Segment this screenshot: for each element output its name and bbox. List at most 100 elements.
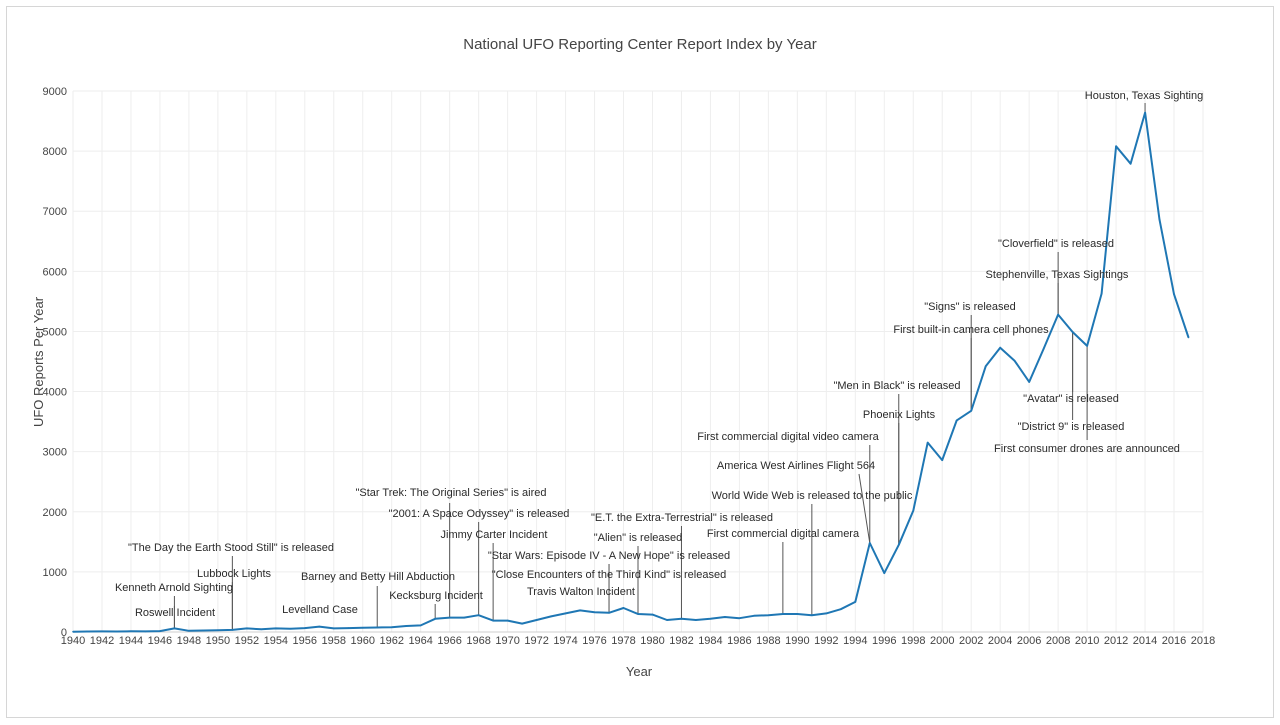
y-tick-label: 2000 bbox=[43, 507, 67, 519]
x-tick-label: 2002 bbox=[959, 635, 983, 647]
data-point bbox=[275, 627, 277, 630]
x-tick-label: 1970 bbox=[495, 635, 519, 647]
data-point bbox=[796, 613, 799, 615]
data-point bbox=[1071, 331, 1074, 333]
data-point bbox=[926, 441, 929, 444]
data-point bbox=[1144, 111, 1146, 114]
x-tick-label: 2008 bbox=[1046, 635, 1070, 647]
data-point bbox=[564, 612, 567, 615]
x-tick-label: 1962 bbox=[379, 635, 403, 647]
annotation-label: First commercial digital camera bbox=[707, 528, 860, 540]
chart-frame bbox=[6, 6, 1274, 718]
x-tick-label: 1964 bbox=[408, 635, 432, 647]
x-tick-label: 2012 bbox=[1104, 635, 1128, 647]
y-tick-label: 3000 bbox=[43, 447, 67, 459]
annotation-label: World Wide Web is released to the public bbox=[712, 490, 913, 502]
data-point bbox=[260, 628, 263, 631]
data-point bbox=[999, 346, 1001, 349]
annotation-label: "Men in Black" is released bbox=[833, 380, 960, 392]
x-tick-label: 2018 bbox=[1191, 635, 1215, 647]
data-point bbox=[506, 619, 509, 622]
data-point bbox=[303, 627, 306, 629]
x-tick-label: 1978 bbox=[611, 635, 635, 647]
annotation-label: America West Airlines Flight 564 bbox=[717, 460, 875, 472]
data-point bbox=[840, 608, 842, 610]
y-tick-label: 0 bbox=[61, 627, 67, 639]
annotation-label: "The Day the Earth Stood Still" is relea… bbox=[128, 542, 334, 554]
data-point bbox=[318, 625, 321, 628]
annotation-label: Stephenville, Texas Sightings bbox=[986, 269, 1129, 281]
data-point bbox=[289, 627, 292, 630]
data-point bbox=[1057, 313, 1059, 316]
annotation-label: "Alien" is released bbox=[594, 532, 683, 544]
y-tick-label: 6000 bbox=[43, 266, 67, 278]
annotation-label: "District 9" is released bbox=[1018, 421, 1125, 433]
annotation-label: Houston, Texas Sighting bbox=[1085, 90, 1203, 102]
data-point bbox=[868, 542, 871, 544]
data-point bbox=[246, 627, 248, 630]
data-point bbox=[622, 607, 625, 609]
x-tick-label: 1960 bbox=[351, 635, 375, 647]
annotation-label: Levelland Case bbox=[282, 604, 358, 616]
data-point bbox=[1129, 162, 1132, 165]
data-point bbox=[434, 617, 436, 620]
data-point bbox=[753, 614, 755, 617]
data-point bbox=[825, 612, 828, 615]
x-tick-label: 1974 bbox=[553, 635, 577, 647]
annotation-label: First built-in camera cell phones bbox=[893, 324, 1049, 336]
data-point bbox=[1013, 360, 1016, 362]
data-point bbox=[173, 627, 176, 630]
data-point bbox=[202, 629, 205, 632]
x-axis-title: Year bbox=[626, 664, 653, 679]
annotation-label: "2001: A Space Odyssey" is released bbox=[389, 508, 570, 520]
gridlines bbox=[72, 90, 1204, 633]
y-tick-label: 5000 bbox=[43, 326, 67, 338]
data-point bbox=[1086, 345, 1088, 347]
x-tick-label: 1976 bbox=[582, 635, 606, 647]
data-point bbox=[86, 630, 89, 633]
x-tick-label: 1966 bbox=[437, 635, 461, 647]
annotation-label: Kecksburg Incident bbox=[389, 590, 483, 602]
y-tick-label: 4000 bbox=[43, 387, 67, 399]
data-point bbox=[405, 625, 408, 627]
annotation-label: Kenneth Arnold Sighting bbox=[115, 582, 233, 594]
x-tick-label: 1994 bbox=[843, 635, 867, 647]
x-tick-label: 1954 bbox=[264, 635, 288, 647]
annotation-leaders bbox=[173, 103, 1146, 630]
x-tick-label: 1946 bbox=[148, 635, 172, 647]
x-tick-label: 1950 bbox=[206, 635, 230, 647]
data-point bbox=[477, 614, 480, 616]
annotation-label: "E.T. the Extra-Terrestrial" is released bbox=[591, 512, 773, 524]
data-point bbox=[347, 627, 350, 629]
annotation-label: "Star Wars: Episode IV - A New Hope" is … bbox=[488, 550, 730, 562]
data-point bbox=[637, 613, 639, 615]
annotation-label: "Close Encounters of the Third Kind" is … bbox=[492, 569, 726, 581]
data-point bbox=[188, 629, 190, 632]
annotation-label: Barney and Betty Hill Abduction bbox=[301, 571, 455, 583]
y-tick-label: 9000 bbox=[43, 86, 67, 98]
data-point bbox=[1187, 336, 1190, 339]
x-tick-label: 1944 bbox=[119, 635, 143, 647]
data-point bbox=[550, 615, 552, 618]
data-point bbox=[767, 614, 770, 616]
y-axis-ticks: 0 1000 2000 3000 4000 5000 6000 7000 8000 9000 bbox=[43, 86, 67, 639]
data-point bbox=[608, 611, 610, 614]
x-tick-label: 1956 bbox=[293, 635, 317, 647]
x-tick-label: 1942 bbox=[90, 635, 114, 647]
data-point bbox=[448, 616, 451, 619]
x-tick-label: 1982 bbox=[669, 635, 693, 647]
y-tick-label: 1000 bbox=[43, 567, 67, 579]
series-points bbox=[72, 111, 1190, 633]
x-tick-label: 1990 bbox=[785, 635, 809, 647]
data-point bbox=[463, 616, 465, 619]
data-point bbox=[1100, 292, 1103, 295]
data-point bbox=[651, 613, 654, 616]
data-point bbox=[144, 630, 147, 633]
x-tick-label: 1972 bbox=[524, 635, 548, 647]
x-tick-label: 1998 bbox=[901, 635, 925, 647]
x-tick-label: 1980 bbox=[640, 635, 664, 647]
annotation-label: "Signs" is released bbox=[924, 301, 1016, 313]
annotation-label: Travis Walton Incident bbox=[527, 586, 635, 598]
x-tick-label: 2004 bbox=[988, 635, 1012, 647]
x-tick-label: 1988 bbox=[756, 635, 780, 647]
